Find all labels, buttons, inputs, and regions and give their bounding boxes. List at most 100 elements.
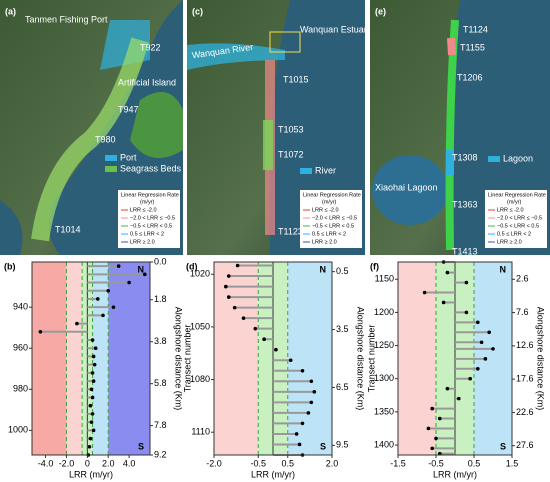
x-tick-label: -0.5 (250, 458, 266, 468)
legend-label: −2.0 < LRR ≤ −0.5 (130, 215, 175, 221)
transect-label: T1123 (278, 226, 303, 236)
point (226, 295, 231, 299)
legend-unit: (m/yr) (140, 199, 155, 205)
y-tick-label: 1000 (8, 425, 28, 435)
point (294, 432, 299, 436)
transect-label: T1053 (278, 124, 304, 134)
point (142, 272, 147, 277)
y-tick-label: 1350 (374, 406, 394, 416)
legend-unit: (m/yr) (322, 199, 337, 205)
transect-label: T1072 (278, 149, 304, 159)
point (235, 263, 240, 268)
transect-label: T1014 (55, 224, 81, 234)
legend-label: −2.0 < LRR ≤ −0.5 (312, 215, 357, 221)
y2-tick-label: 22.6 (516, 407, 534, 417)
point (116, 264, 121, 268)
legend-label: 0.5 ≤ LRR < 2 (312, 231, 346, 237)
point (464, 310, 469, 315)
map-e: (e) Xiaohai Lagoon T1124 T1155 T1206 T13… (370, 0, 550, 256)
x-tick-label: 0.5 (468, 458, 481, 468)
transect-label: T980 (95, 134, 116, 144)
x-axis-label: LRR (m/yr) (69, 469, 113, 479)
point (479, 340, 484, 345)
point (300, 368, 305, 373)
point (457, 396, 461, 401)
point (312, 390, 317, 394)
point (226, 274, 231, 278)
legend-label: LRR ≤ -2.0 (130, 207, 157, 213)
point (91, 354, 96, 359)
y-tick-label: 960 (13, 343, 28, 353)
point (92, 362, 97, 367)
point (88, 403, 93, 408)
panel-label: (f) (370, 261, 379, 271)
y2-axis-label: Alongshore distance (Km) (174, 307, 184, 411)
legend-label: −0.5 < LRR < 0.5 (130, 223, 172, 229)
point (127, 280, 131, 285)
zone (214, 262, 259, 455)
y-axis-label: Transect number (182, 325, 192, 393)
annotation: S (500, 441, 506, 451)
point (88, 436, 93, 441)
legend-label: LRR ≥ 2.0 (312, 239, 337, 245)
point (87, 444, 92, 449)
x-tick-label: -1.5 (390, 458, 406, 468)
legend-label: LRR ≥ 2.0 (130, 239, 155, 245)
x-tick-label: -2.0 (206, 458, 222, 468)
x-tick-label: 1.5 (506, 458, 519, 468)
y2-tick-label: 1.8 (154, 294, 167, 304)
y-tick-label: 940 (13, 302, 28, 312)
zone (287, 262, 332, 455)
x-tick-label: 0 (85, 458, 90, 468)
point (101, 313, 105, 318)
plot-frame (397, 261, 513, 456)
legend-label: Lagoon (503, 153, 533, 163)
transect-label: T1206 (457, 72, 483, 82)
y2-tick-label: 2.6 (516, 274, 529, 284)
y-tick-label: 1150 (375, 274, 394, 284)
y2-tick-label: 0.5 (336, 266, 349, 276)
point (430, 406, 435, 411)
transect-label: T1124 (463, 24, 488, 34)
x-tick-label: -2.0 (59, 458, 75, 468)
point (241, 316, 246, 320)
charts: -4.0 -2.0 0 2.0 4.0 940 960 980 1000 0.0 1.8 3.8 5.8… (4, 256, 546, 479)
map-a: (a) Tanmen Fishing Port Artificial Islan… (0, 0, 183, 255)
y-tick-label: 1300 (374, 373, 394, 383)
transect-label: T947 (118, 104, 139, 114)
y-tick-label: 1020 (190, 269, 210, 279)
y2-tick-label: 0.0 (154, 256, 167, 266)
point (106, 288, 111, 293)
panel-label: (b) (4, 261, 16, 271)
point (253, 326, 258, 331)
point (95, 297, 100, 301)
y2-tick-label: 3.5 (336, 324, 349, 334)
point (232, 305, 237, 310)
annotation: N (500, 264, 507, 274)
lrr-legend: Linear Regression Rate (m/yr) LRR ≤ -2.0… (300, 190, 362, 248)
y-tick-label: 1400 (374, 439, 394, 449)
point (90, 395, 95, 400)
transect-label: T1308 (452, 152, 478, 162)
legend-label: Seagrass Beds (120, 163, 182, 173)
y-tick-label: 1200 (374, 307, 394, 317)
y2-tick-label: 12.6 (516, 340, 534, 350)
x-tick-label: 0.5 (281, 458, 294, 468)
legend-unit: (m/yr) (507, 199, 522, 205)
point (309, 400, 314, 405)
y2-tick-label: 7.6 (516, 307, 529, 317)
transect-label: T1413 (452, 246, 478, 256)
annotation: N (320, 264, 327, 274)
y2-tick-label: 5.8 (154, 378, 167, 388)
legend-label: 0.5 ≤ LRR < 2 (130, 231, 164, 237)
zone (398, 262, 436, 455)
annotation: S (138, 441, 144, 451)
annotation: S (320, 441, 326, 451)
point (309, 379, 314, 384)
panel-label: (d) (186, 261, 198, 271)
transect-label: T1015 (283, 74, 309, 84)
point (89, 387, 94, 392)
zone (108, 262, 150, 455)
x-axis-label: LRR (m/yr) (433, 469, 477, 479)
zone (92, 262, 109, 455)
